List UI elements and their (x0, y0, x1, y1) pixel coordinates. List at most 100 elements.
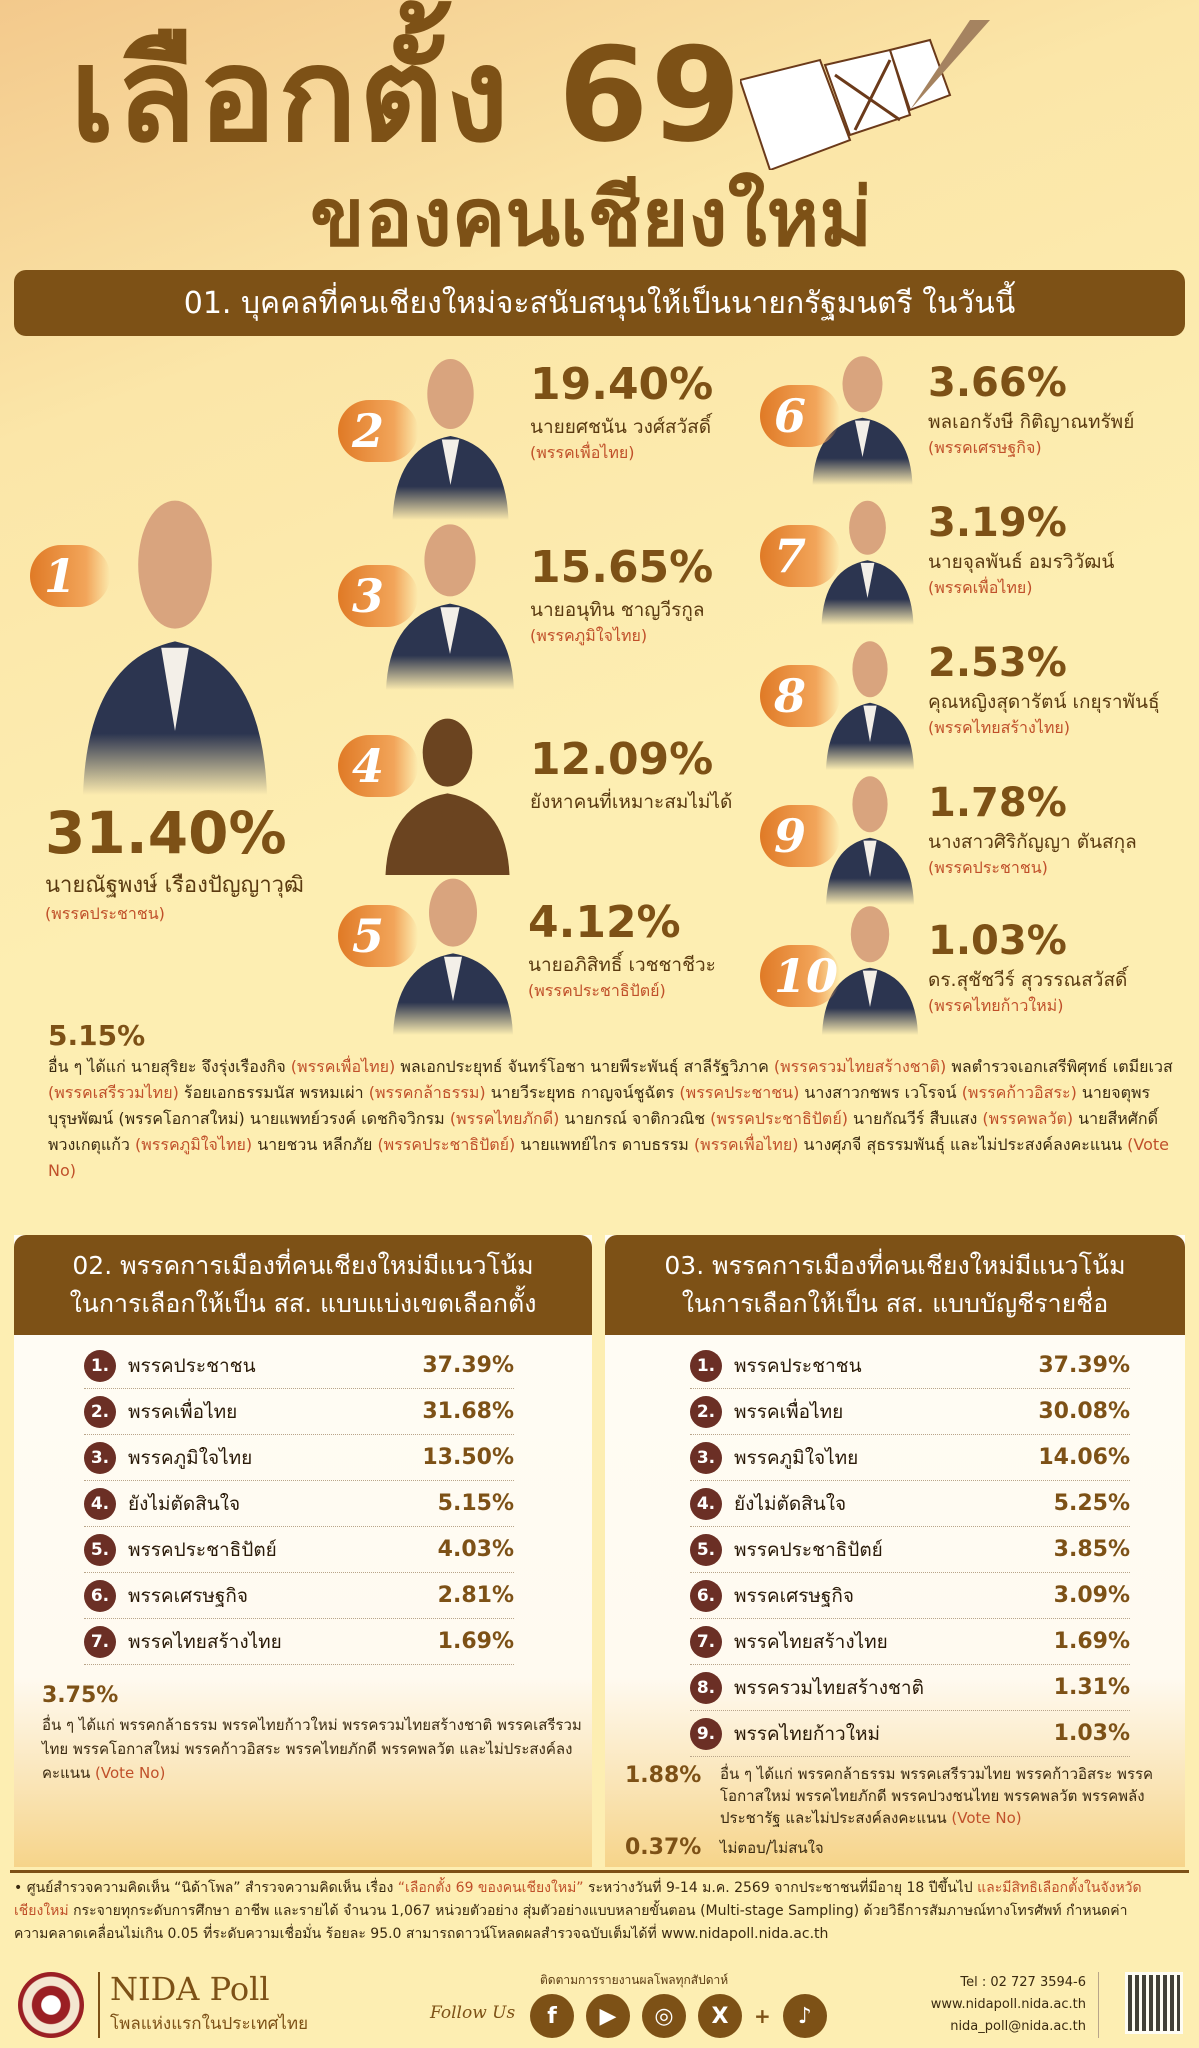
candidate-name: ดร.สุชัชวีร์ สุวรรณสวัสดิ์ (928, 969, 1128, 991)
rank-number: 6. (690, 1579, 722, 1612)
party-name: พรรคเพื่อไทย (128, 1400, 238, 1423)
contact-info: Tel : 02 727 3594-6 www.nidapoll.nida.ac… (931, 1972, 1099, 2038)
party-label: (พรรครวมไทยสร้างชาติ) (773, 1057, 947, 1077)
tiktok-icon[interactable]: ♪ (782, 1994, 827, 2038)
name-text: อื่น ๆ ได้แก่ นายสุริยะ จึงรุ่งเรืองกิจ (48, 1057, 291, 1077)
party-pct: 1.69% (437, 1629, 514, 1654)
party-name: พรรคภูมิใจไทย (734, 1446, 859, 1469)
party-pct: 5.25% (1053, 1491, 1130, 1516)
ballot-icon (740, 20, 990, 170)
party-label: (พรรคประชาธิปัตย์) (377, 1135, 516, 1155)
section3-title-line2: ในการเลือกให้เป็น สส. แบบบัญชีรายชื่อ (681, 1289, 1109, 1318)
rank-number: 4. (84, 1487, 116, 1520)
party-row: 5. พรรคประชาธิปัตย์ 3.85% (690, 1527, 1130, 1573)
party-label: (พรรคประชาธิปัตย์) (710, 1109, 848, 1129)
section2-others: 3.75% อื่น ๆ ได้แก่ พรรคกล้าธรรม พรรคไทย… (42, 1683, 582, 1785)
name-text: นายจตุพร บุรุษพัฒน์ (พรรคโอกาสใหม่) นายแ… (48, 1083, 1151, 1129)
party-pct: 13.50% (422, 1445, 514, 1470)
party-row: 6. พรรคเศรษฐกิจ 3.09% (690, 1573, 1130, 1619)
party-label: (พรรคไทยภักดี) (449, 1109, 560, 1129)
party-pct: 14.06% (1038, 1445, 1130, 1470)
rank-badge: 2 (338, 400, 418, 462)
party-name: พรรคไทยก้าวใหม่ (734, 1722, 881, 1745)
candidate-photo (800, 345, 925, 485)
rank-badge: 1 (30, 545, 110, 607)
name-text: นายกรณ์ จาติกวณิช (559, 1109, 711, 1129)
party-name: พรรคไทยสร้างไทย (128, 1630, 282, 1653)
party-row: 2. พรรคเพื่อไทย 30.08% (690, 1389, 1130, 1435)
party-name: พรรคประชาธิปัตย์ (734, 1538, 883, 1561)
no-answer-pct: 0.37% (625, 1835, 702, 1860)
candidate-party: (พรรคเพื่อไทย) (928, 578, 1033, 597)
rank-badge: 6 (760, 385, 840, 447)
follow-caption: ติดตามการรายงานผลโพลทุกสัปดาห์ (540, 1973, 729, 1987)
name-text: ร้อยเอกธรรมนัส พรหมเผ่า (178, 1083, 369, 1103)
candidate-photo (370, 705, 525, 875)
party-pct: 1.03% (1053, 1721, 1130, 1746)
vote-no-label: (Vote No) (951, 1809, 1022, 1827)
party-pct: 2.81% (437, 1583, 514, 1608)
note-part: และมีสิทธิเลือกตั้งในจังหวัดเชียงใหม่ (14, 1880, 1142, 1919)
party-row: 3. พรรคภูมิใจไทย 13.50% (84, 1435, 514, 1481)
candidate-name: นายยศชนัน วงศ์สวัสดิ์ (530, 416, 712, 438)
candidate-photo (810, 895, 930, 1035)
rank-number: 9. (690, 1717, 722, 1750)
instagram-icon[interactable]: ◎ (642, 1994, 686, 2038)
party-pct: 5.15% (437, 1491, 514, 1516)
qr-code[interactable] (1125, 1972, 1183, 2034)
section3-title: 03. พรรคการเมืองที่คนเชียงใหม่มีแนวโน้มใ… (605, 1235, 1185, 1335)
party-name: พรรคเพื่อไทย (734, 1400, 844, 1423)
party-row: 4. ยังไม่ตัดสินใจ 5.15% (84, 1481, 514, 1527)
rank-badge: 7 (760, 525, 840, 587)
note-part: กระจายทุกระดับการศึกษา อาชีพ และรายได้ จ… (14, 1903, 1128, 1942)
rank-number: 5. (84, 1533, 116, 1566)
youtube-icon[interactable]: ▶ (586, 1994, 630, 2038)
section2-title-line2: ในการเลือกให้เป็น สส. แบบแบ่งเขตเลือกตั้… (69, 1289, 537, 1318)
party-name: ยังไม่ตัดสินใจ (128, 1492, 241, 1515)
name-text: นายวีระยุทธ กาญจน์ชูฉัตร (485, 1083, 680, 1103)
rank-badge: 3 (338, 565, 418, 627)
party-label: (พรรคกล้าธรรม) (368, 1083, 486, 1103)
rank-number: 3. (690, 1441, 722, 1474)
candidate-name: นายณัฐพงษ์ เรืองปัญญาวุฒิ (45, 873, 304, 898)
party-pct: 3.09% (1053, 1583, 1130, 1608)
note-part: “เลือกตั้ง 69 ของคนเชียงใหม่” (397, 1880, 584, 1896)
party-label: (พรรคเพื่อไทย) (693, 1135, 799, 1155)
rank-number: 7. (690, 1625, 722, 1658)
website-link[interactable]: www.nidapoll.nida.ac.th (930, 1997, 1086, 2012)
candidate-party: (พรรคเพื่อไทย) (530, 443, 635, 462)
rank-badge: 10 (760, 945, 840, 1007)
plus-icon: + (754, 2004, 771, 2028)
section3-others-pct: 1.88% (625, 1763, 702, 1788)
section2-others-text: อื่น ๆ ได้แก่ พรรคกล้าธรรม พรรคไทยก้าวให… (42, 1716, 582, 1783)
rank-badge: 8 (760, 665, 840, 727)
candidate-name: ยังหาคนที่เหมาะสมไม่ได้ (530, 791, 733, 813)
party-label: (พรรคภูมิใจไทย) (134, 1135, 253, 1155)
party-pct: 30.08% (1038, 1399, 1130, 1424)
section2-title: 02. พรรคการเมืองที่คนเชียงใหม่มีแนวโน้มใ… (14, 1235, 592, 1335)
candidate-photo (370, 510, 530, 690)
rank-number: 4. (690, 1487, 722, 1520)
party-name: พรรคประชาธิปัตย์ (128, 1538, 277, 1561)
party-row: 6. พรรคเศรษฐกิจ 2.81% (84, 1573, 514, 1619)
party-row: 1. พรรคประชาชน 37.39% (690, 1343, 1130, 1389)
candidate-party: (พรรคไทยก้าวใหม่) (928, 996, 1064, 1015)
party-name: พรรคภูมิใจไทย (128, 1446, 253, 1469)
candidate-photo (378, 345, 523, 520)
email-link[interactable]: nida_poll@nida.ac.th (950, 2019, 1086, 2034)
party-pct: 37.39% (1038, 1353, 1130, 1378)
section3-no-answer: 0.37% ไม่ตอบ/ไม่สนใจ (625, 1835, 824, 1861)
rank-number: 7. (84, 1625, 116, 1658)
party-name: พรรคประชาชน (128, 1354, 256, 1377)
party-row: 5. พรรคประชาธิปัตย์ 4.03% (84, 1527, 514, 1573)
candidate-party: (พรรคประชาธิปัตย์) (528, 981, 666, 1000)
brand-tagline: โพลแห่งแรกในประเทศไทย (110, 2014, 309, 2034)
party-row: 8. พรรครวมไทยสร้างชาติ 1.31% (690, 1665, 1130, 1711)
candidate-party: (พรรคประชาชน) (928, 858, 1048, 877)
party-pct: 31.68% (422, 1399, 514, 1424)
candidate-name: นายอภิสิทธิ์ เวชชาชีวะ (528, 954, 716, 976)
facebook-icon[interactable]: f (530, 1994, 574, 2038)
section2-title-line1: 02. พรรคการเมืองที่คนเชียงใหม่มีแนวโน้ม (72, 1251, 534, 1280)
x-icon[interactable]: X (698, 1994, 742, 2038)
